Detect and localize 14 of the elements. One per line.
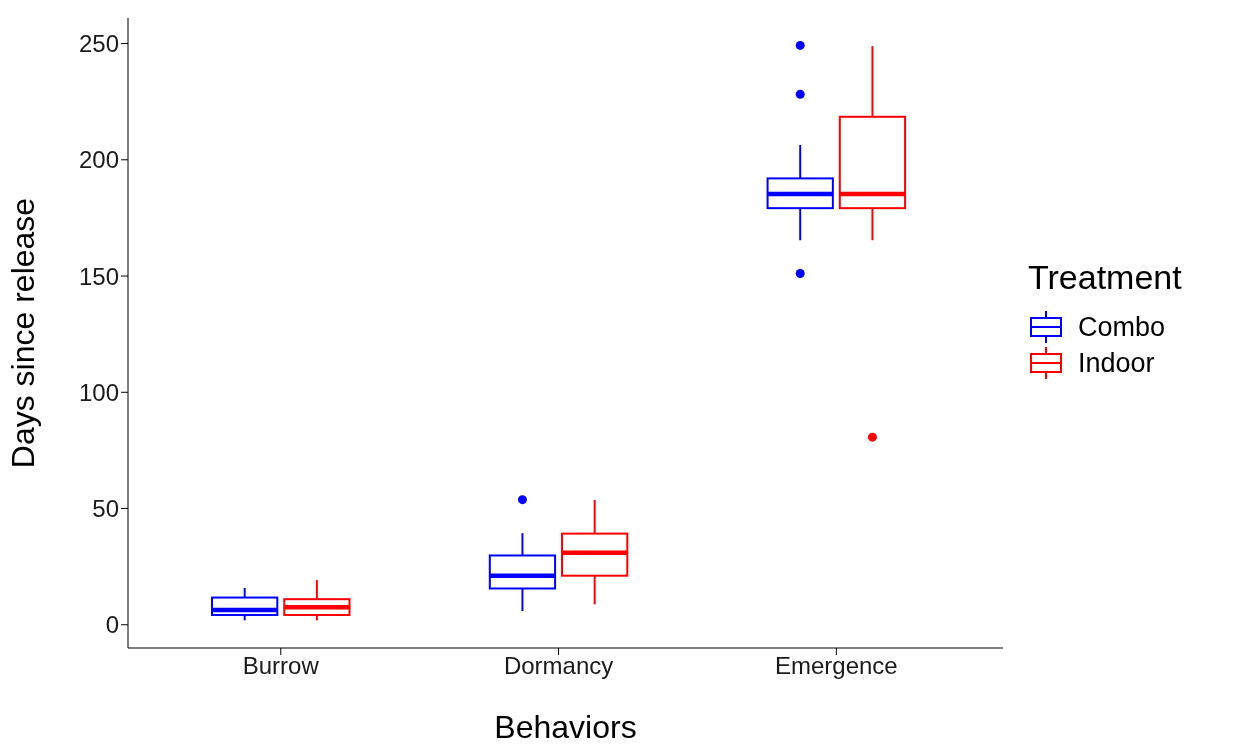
x-tick-label: Burrow	[242, 652, 320, 680]
x-tick-label: Emergence	[774, 652, 898, 680]
x-tick-label: Dormancy	[503, 652, 614, 680]
y-axis-title: Days since release	[5, 197, 42, 469]
x-axis-title: Behaviors	[494, 709, 637, 745]
y-tick-label: 200	[78, 146, 119, 174]
legend-title: Treatment	[1028, 258, 1182, 297]
legend-label: Combo	[1078, 311, 1166, 343]
legend-label: Indoor	[1078, 347, 1155, 379]
y-tick-label: 0	[105, 611, 119, 639]
y-tick-label: 100	[78, 378, 119, 406]
y-tick-label: 50	[92, 495, 119, 523]
y-tick-label: 150	[78, 262, 119, 290]
y-tick-label: 250	[78, 30, 119, 58]
